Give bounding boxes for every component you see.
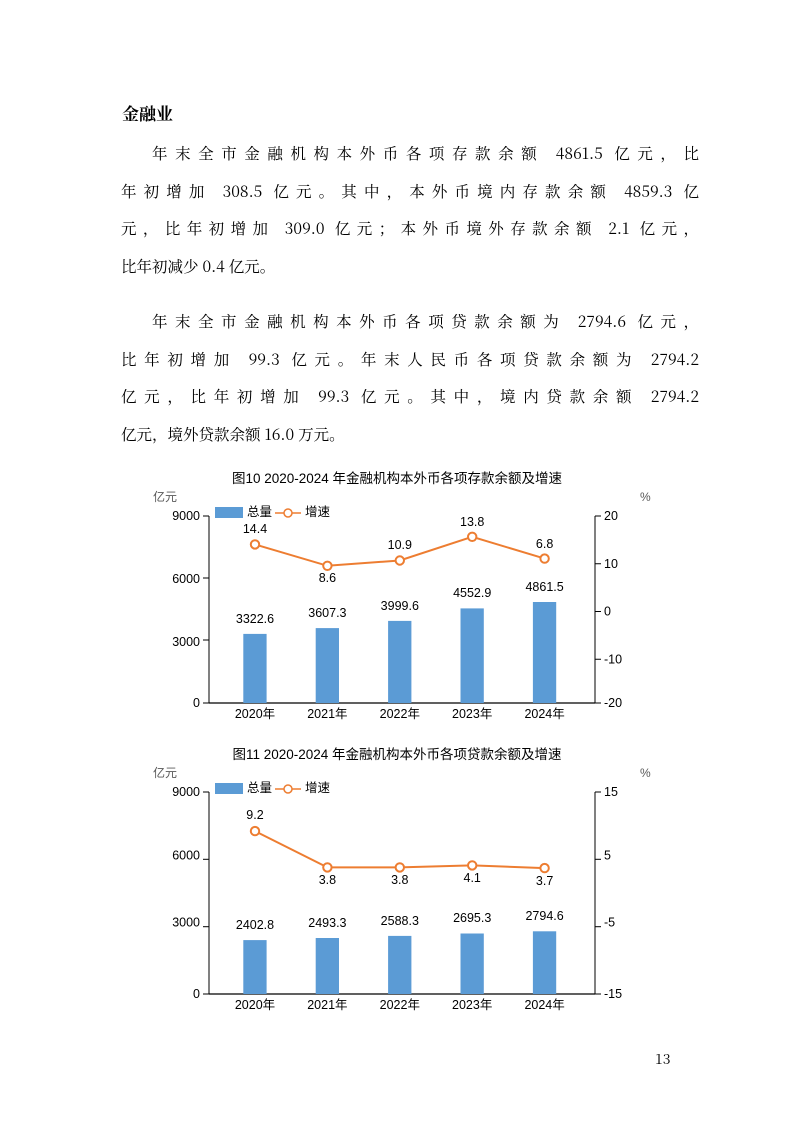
svg-text:15: 15 xyxy=(604,785,618,799)
svg-text:3607.3: 3607.3 xyxy=(308,606,346,620)
svg-text:2794.6: 2794.6 xyxy=(525,909,563,923)
svg-text:10: 10 xyxy=(604,557,618,571)
svg-text:9.2: 9.2 xyxy=(246,808,263,822)
svg-text:-15: -15 xyxy=(604,987,622,1001)
svg-text:2024年: 2024年 xyxy=(524,998,564,1012)
svg-text:9000: 9000 xyxy=(172,785,200,799)
svg-text:3000: 3000 xyxy=(172,635,200,649)
svg-text:3.8: 3.8 xyxy=(319,873,336,887)
svg-text:2021年: 2021年 xyxy=(307,998,347,1012)
svg-text:3.8: 3.8 xyxy=(391,873,408,887)
svg-text:2402.8: 2402.8 xyxy=(236,918,274,932)
svg-text:0: 0 xyxy=(604,605,611,619)
svg-text:增速: 增速 xyxy=(305,504,331,519)
svg-text:%: % xyxy=(640,766,651,780)
svg-text:20: 20 xyxy=(604,509,618,523)
svg-text:2493.3: 2493.3 xyxy=(308,916,346,930)
svg-text:8.6: 8.6 xyxy=(319,571,336,585)
svg-text:总量: 总量 xyxy=(247,505,272,519)
svg-text:9000: 9000 xyxy=(172,509,200,523)
svg-text:6000: 6000 xyxy=(172,848,200,862)
svg-text:6000: 6000 xyxy=(172,572,200,586)
svg-text:3999.6: 3999.6 xyxy=(381,599,419,613)
svg-text:-5: -5 xyxy=(604,916,615,930)
svg-text:-10: -10 xyxy=(604,652,622,666)
svg-text:总量: 总量 xyxy=(247,781,272,795)
svg-text:2022年: 2022年 xyxy=(380,998,420,1012)
svg-text:14.4: 14.4 xyxy=(243,522,267,536)
svg-text:13.8: 13.8 xyxy=(460,515,484,529)
svg-text:4861.5: 4861.5 xyxy=(525,580,563,594)
svg-text:增速: 增速 xyxy=(305,780,331,795)
svg-text:亿元: 亿元 xyxy=(153,489,177,504)
svg-text:4552.9: 4552.9 xyxy=(453,586,491,600)
svg-text:3000: 3000 xyxy=(172,916,200,930)
svg-text:图10 2020-2024 年金融机构本外币各项存款余额及增: 图10 2020-2024 年金融机构本外币各项存款余额及增速 xyxy=(232,470,562,486)
svg-text:2588.3: 2588.3 xyxy=(381,914,419,928)
svg-text:2023年: 2023年 xyxy=(452,998,492,1012)
svg-text:3.7: 3.7 xyxy=(536,874,553,888)
svg-text:图11 2020-2024 年金融机构本外币各项贷款余额及增: 图11 2020-2024 年金融机构本外币各项贷款余额及增速 xyxy=(232,746,561,762)
svg-text:亿元: 亿元 xyxy=(153,765,177,780)
svg-text:6.8: 6.8 xyxy=(536,537,553,551)
svg-text:0: 0 xyxy=(193,987,200,1001)
svg-text:5: 5 xyxy=(604,848,611,862)
svg-text:2020年: 2020年 xyxy=(235,998,275,1012)
svg-text:10.9: 10.9 xyxy=(388,538,412,552)
svg-text:%: % xyxy=(640,490,651,504)
svg-text:3322.6: 3322.6 xyxy=(236,612,274,626)
svg-text:2695.3: 2695.3 xyxy=(453,911,491,925)
svg-text:4.1: 4.1 xyxy=(464,871,481,885)
